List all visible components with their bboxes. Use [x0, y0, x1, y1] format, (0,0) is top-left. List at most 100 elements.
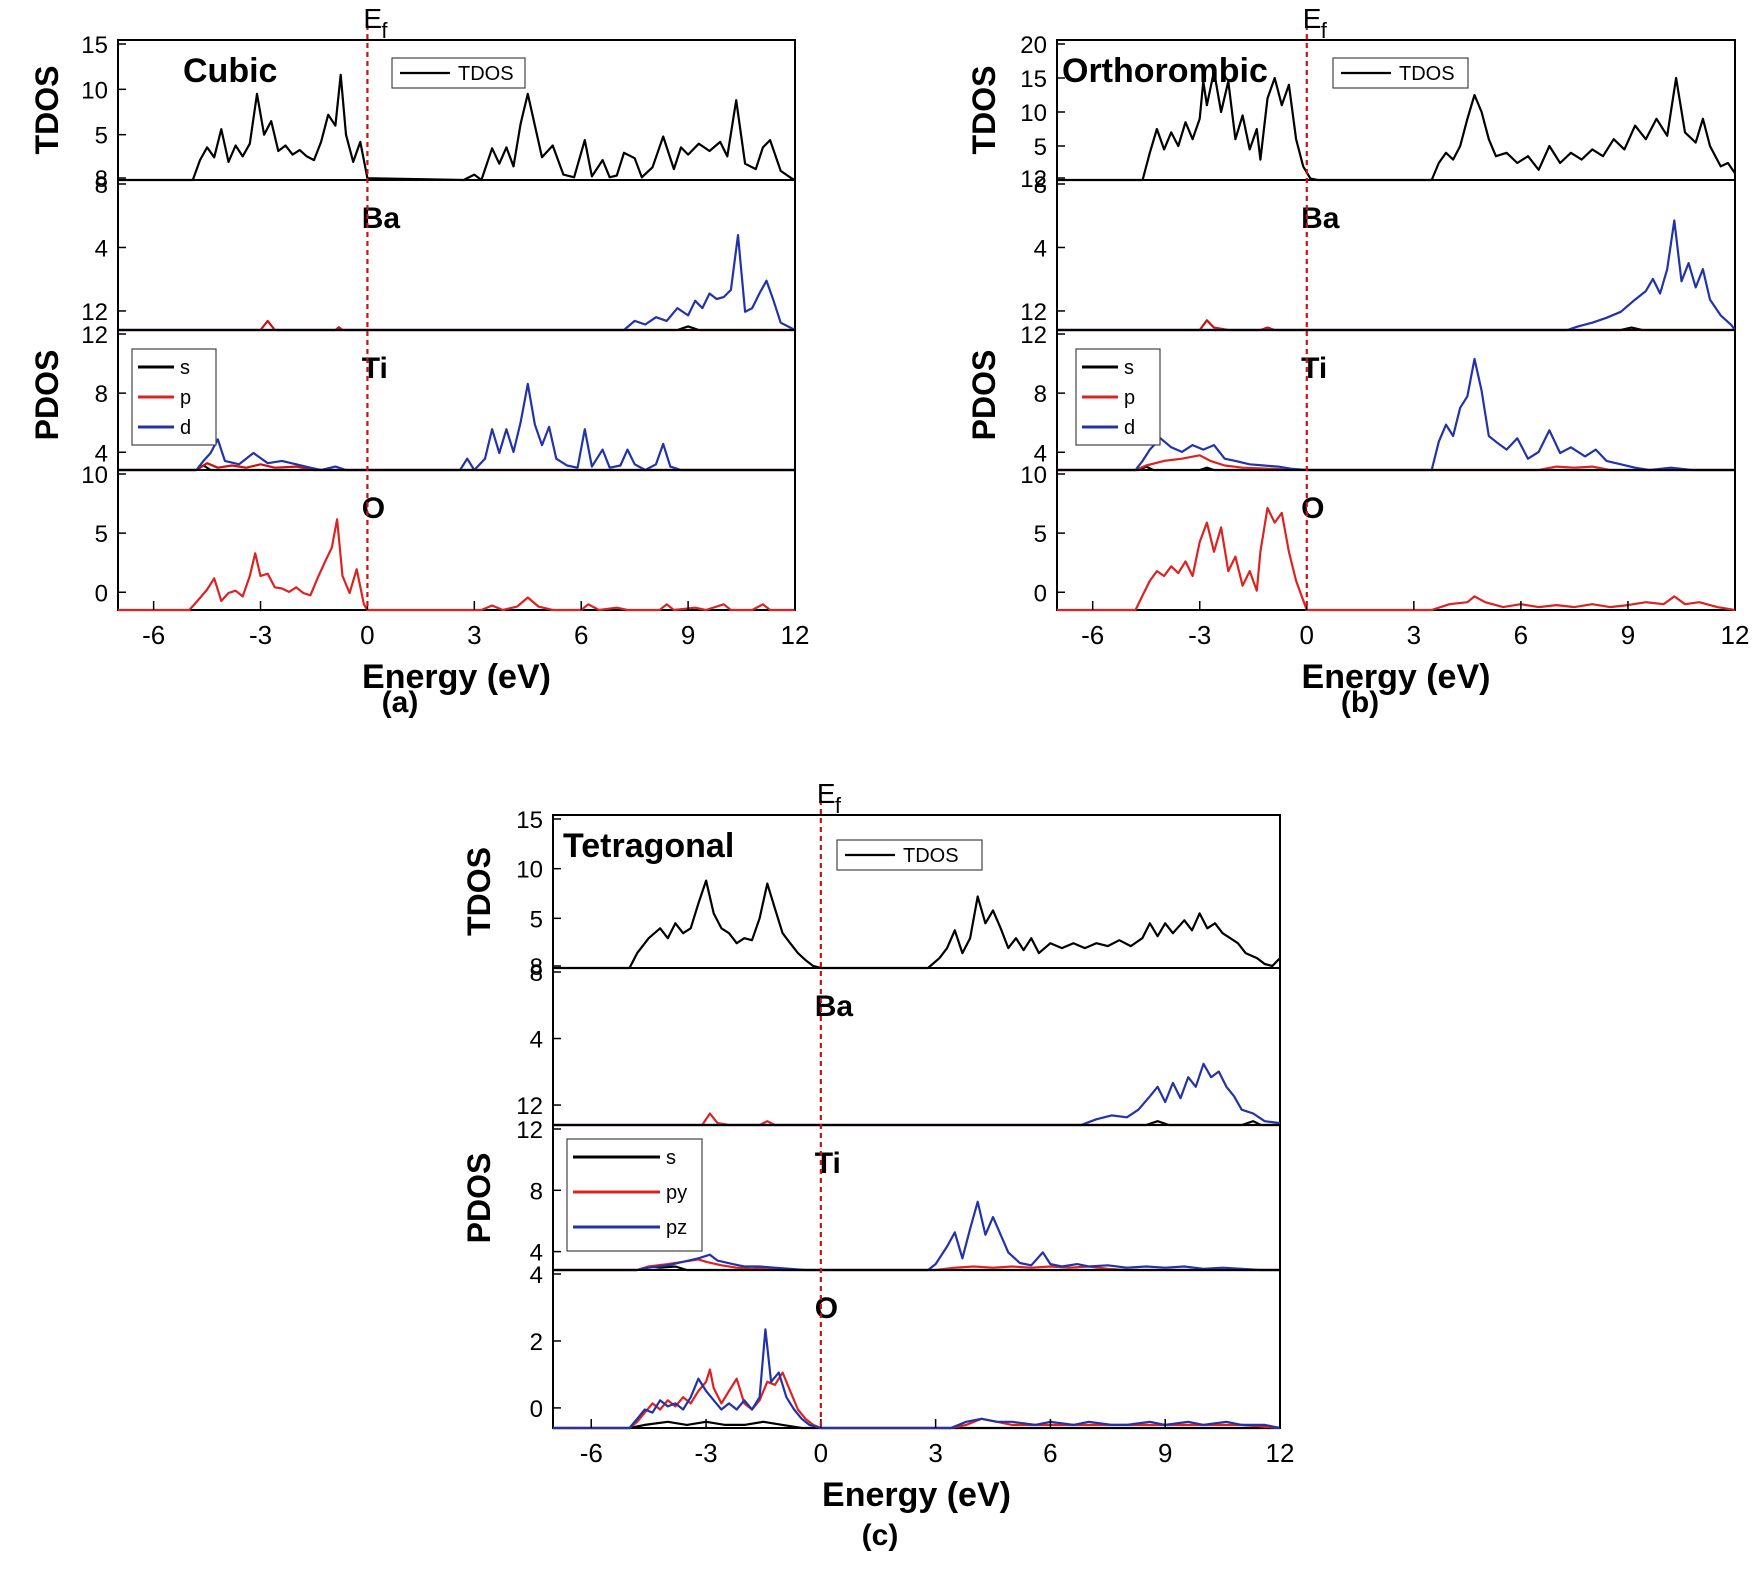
y-tick-label: 8: [95, 172, 108, 199]
x-tick-label: -3: [694, 1438, 717, 1468]
panel-frame: [552, 1269, 1281, 1429]
x-tick-label: -3: [249, 620, 272, 650]
panel-frame: [117, 329, 796, 471]
panel-tdos: 20 15 10 5 12: [1020, 32, 1736, 193]
series-line-p: [118, 462, 795, 472]
y-tick-label: 8: [530, 960, 543, 987]
panel-o: 4 2 0 O: [530, 1262, 1281, 1430]
x-tick-label: 12: [1721, 620, 1750, 650]
tdos-axis-title: TDOS: [461, 847, 497, 936]
panel-frame: [117, 469, 796, 611]
y-tick-label: 5: [95, 521, 108, 548]
y-tick-label: 12: [1020, 166, 1047, 193]
x-tick-label: 9: [681, 620, 695, 650]
x-tick-label: 6: [1514, 620, 1528, 650]
y-tick-label: 12: [1020, 299, 1047, 326]
structure-title: Tetragonal: [563, 827, 734, 865]
y-tick-label: 2: [530, 1329, 543, 1356]
panel-label-ti: Ti: [815, 1147, 841, 1180]
y-tick-label: 0: [530, 1396, 543, 1423]
y-tick-label: 5: [530, 906, 543, 933]
tdos-axis-title: TDOS: [29, 66, 65, 155]
y-tick-label: 15: [81, 32, 108, 59]
x-tick-label: -6: [580, 1438, 603, 1468]
tdos-legend-label: TDOS: [458, 63, 514, 85]
series-line-tdos: [553, 879, 1281, 970]
pdos-axis-title: PDOS: [29, 350, 65, 441]
pdos-legend-label-py: py: [666, 1182, 687, 1204]
series-line-d: [118, 234, 796, 332]
y-tick-label: 12: [516, 1093, 543, 1120]
x-tick-label: 9: [1621, 620, 1635, 650]
panel-caption: (c): [862, 1519, 899, 1552]
y-tick-label: 15: [516, 807, 543, 834]
pdos-legend-label-s: s: [180, 357, 190, 379]
panel-label-o: O: [815, 1292, 838, 1325]
y-tick-label: 4: [95, 440, 108, 467]
fermi-label: E: [817, 778, 836, 809]
y-tick-label: 5: [1034, 134, 1047, 161]
y-tick-label: 12: [516, 1117, 543, 1144]
pdos-legend-label-d: d: [1124, 417, 1135, 439]
panel-caption: (a): [382, 686, 419, 719]
panel-tdos: 15 10 5 8: [516, 807, 1281, 981]
series-line-d: [1057, 219, 1736, 332]
y-tick-label: 8: [1034, 381, 1047, 408]
x-tick-label: 3: [467, 620, 481, 650]
y-tick-label: 0: [1034, 580, 1047, 607]
y-tick-label: 10: [1020, 100, 1047, 127]
x-axis-title: Energy (eV): [1302, 658, 1491, 696]
series-line-p: [1057, 454, 1735, 472]
series-line-tdos: [118, 73, 796, 182]
y-tick-label: 12: [81, 299, 108, 326]
y-tick-label: 10: [81, 462, 108, 489]
x-tick-label: 6: [1043, 1438, 1057, 1468]
y-tick-label: 20: [1020, 32, 1047, 59]
series-line-tdos: [1057, 70, 1736, 182]
y-tick-label: 4: [530, 1027, 543, 1054]
panel-label-ti: Ti: [362, 352, 388, 385]
series-line-pz: [553, 1062, 1281, 1127]
y-tick-label: 15: [1020, 66, 1047, 93]
y-tick-label: 12: [1020, 322, 1047, 349]
panel-frame: [117, 179, 796, 331]
series-line-d: [118, 382, 795, 472]
panel-label-ti: Ti: [1301, 352, 1327, 385]
x-tick-label: 6: [574, 620, 588, 650]
x-tick-label: 0: [360, 620, 374, 650]
panel-frame: [1056, 179, 1736, 331]
y-tick-label: 4: [1034, 235, 1047, 262]
series-line-pz: [553, 1328, 1281, 1430]
panel-o: 10 5 0 O: [1020, 462, 1736, 612]
fermi-subscript: f: [835, 793, 842, 818]
x-tick-label: -6: [1081, 620, 1104, 650]
y-tick-label: 10: [81, 77, 108, 104]
panel-frame: [552, 967, 1281, 1126]
x-tick-label: 0: [814, 1438, 828, 1468]
panel-o: 10 5 0 O: [81, 462, 796, 612]
panel-label-o: O: [1301, 492, 1324, 525]
fermi-subscript: f: [1321, 18, 1328, 43]
y-tick-label: 8: [1034, 172, 1047, 199]
series-line-py: [553, 1368, 1281, 1430]
x-axis-title: Energy (eV): [362, 658, 551, 696]
x-tick-label: 3: [928, 1438, 942, 1468]
y-tick-label: 12: [81, 322, 108, 349]
series-line-p: [1057, 506, 1736, 612]
y-tick-label: 4: [530, 1240, 543, 1267]
y-tick-label: 10: [516, 857, 543, 884]
series-line-p: [118, 518, 795, 612]
panel-frame: [1056, 469, 1736, 611]
y-tick-label: 4: [530, 1262, 543, 1289]
tdos-legend-label: TDOS: [1399, 63, 1455, 85]
y-tick-label: 0: [95, 580, 108, 607]
x-tick-label: -6: [142, 620, 165, 650]
y-tick-label: 8: [95, 166, 108, 193]
series-line-py: [553, 1112, 1280, 1127]
x-tick-label: 3: [1407, 620, 1421, 650]
